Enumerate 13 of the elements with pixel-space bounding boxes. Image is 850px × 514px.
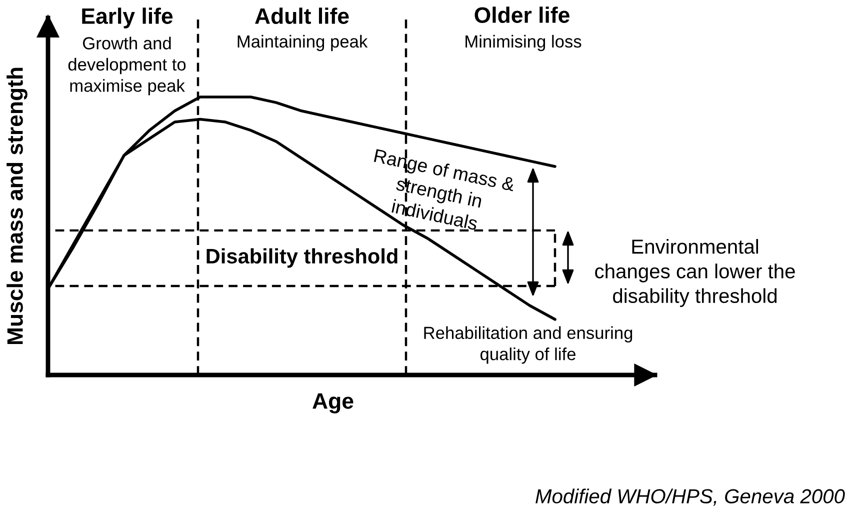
annotation: Disability threshold [206,248,398,268]
annotation: Rehabilitation and ensuring quality of life [424,326,632,364]
text: Growth and development to maximise peak [68,36,186,96]
text: Maintaining peak [238,34,368,52]
text: Environmental changes can lower the disability threshold [595,239,795,307]
annotation: Range of mass & strength in individuals [373,148,516,230]
x-axis-title: Age [312,393,354,414]
text: Modified WHO/HPS, Geneva 2000 [536,488,845,506]
text: Older life [474,6,570,23]
text: Early life [82,8,173,28]
text: Adult life [255,8,349,24]
text: Minimising loss [466,34,582,52]
y-axis-title: Muscle mass and strength [6,68,28,344]
